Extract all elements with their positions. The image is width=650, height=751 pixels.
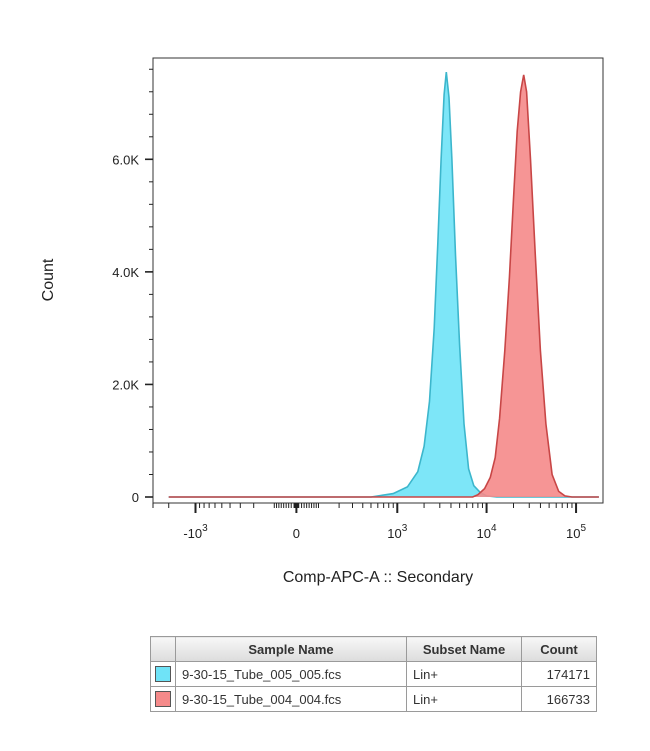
x-axis-label: Comp-APC-A :: Secondary bbox=[283, 569, 473, 586]
y-tick-label: 4.0K bbox=[112, 265, 139, 280]
x-tick-label: 103 bbox=[387, 523, 407, 541]
x-tick-exponent: 3 bbox=[402, 523, 408, 534]
legend-subset-name: Lin+ bbox=[406, 686, 522, 712]
legend-count: 166733 bbox=[521, 686, 597, 712]
histogram-area-2 bbox=[168, 74, 599, 498]
histogram-outline-2 bbox=[168, 74, 599, 498]
sample-legend-table: Sample Name Subset Name Count 9-30-15_Tu… bbox=[150, 636, 597, 712]
legend-swatch bbox=[155, 691, 171, 708]
x-tick-label: 104 bbox=[477, 523, 497, 541]
y-axis: 0 2.0K 4.0K 6.0K bbox=[112, 68, 153, 505]
x-axis: -103 0 103 104 105 bbox=[152, 503, 587, 541]
legend-subset-name: Lin+ bbox=[406, 661, 522, 687]
legend-swatch bbox=[155, 666, 171, 683]
legend-swatch-cell bbox=[150, 661, 176, 687]
x-tick-label: 0 bbox=[293, 526, 300, 541]
x-tick-exponent: 4 bbox=[491, 523, 497, 534]
x-tick-exponent: 3 bbox=[202, 523, 208, 534]
legend-sample-name: 9-30-15_Tube_004_004.fcs bbox=[175, 686, 407, 712]
legend-header-row: Sample Name Subset Name Count bbox=[150, 636, 597, 662]
x-tick-label: 105 bbox=[566, 523, 586, 541]
x-tick-label: -103 bbox=[183, 523, 208, 541]
legend-swatch-cell bbox=[150, 686, 176, 712]
legend-row: 9-30-15_Tube_005_005.fcs Lin+ 174171 bbox=[150, 661, 597, 687]
y-tick-label: 6.0K bbox=[112, 152, 139, 167]
legend-sample-name: 9-30-15_Tube_005_005.fcs bbox=[175, 661, 407, 687]
y-axis-label: Count bbox=[40, 258, 57, 301]
legend-header-count: Count bbox=[521, 636, 597, 662]
legend-row: 9-30-15_Tube_004_004.fcs Lin+ 166733 bbox=[150, 686, 597, 712]
series-layer bbox=[168, 72, 599, 498]
legend-header-subset: Subset Name bbox=[406, 636, 522, 662]
legend-header-swatch bbox=[150, 636, 176, 662]
y-tick-label: 2.0K bbox=[112, 377, 139, 392]
legend-header-sample: Sample Name bbox=[175, 636, 407, 662]
y-tick-label: 0 bbox=[132, 490, 139, 505]
histogram-outline-1 bbox=[168, 72, 599, 498]
x-tick-exponent: 5 bbox=[581, 523, 587, 534]
legend-count: 174171 bbox=[521, 661, 597, 687]
histogram-chart: 0 2.0K 4.0K 6.0K -103 0 103 104 105 Count Comp-… bbox=[40, 57, 604, 586]
